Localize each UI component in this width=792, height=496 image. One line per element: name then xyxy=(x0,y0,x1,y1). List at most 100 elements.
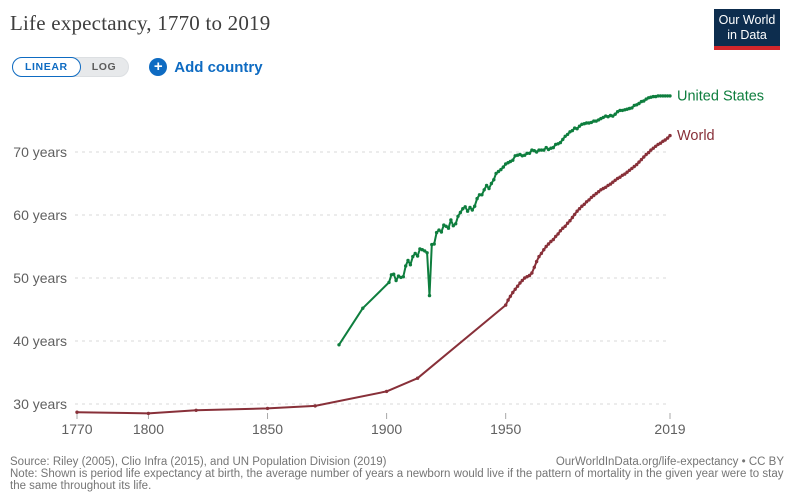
chart-canvas[interactable]: 30 years 40 years 50 years 60 years 70 years… xyxy=(0,85,792,445)
data-point-united-states xyxy=(411,254,415,259)
data-point-united-states xyxy=(584,121,589,125)
data-point-united-states xyxy=(413,251,417,256)
data-point-united-states xyxy=(394,278,398,283)
data-point-world xyxy=(632,164,636,169)
data-point-united-states xyxy=(542,148,546,152)
data-point-world xyxy=(549,239,553,244)
data-point-world xyxy=(639,157,644,162)
data-point-world xyxy=(596,190,601,194)
data-point-world xyxy=(539,251,544,256)
data-point-united-states xyxy=(611,114,615,118)
data-point-united-states xyxy=(570,128,575,133)
data-point-world xyxy=(663,138,667,142)
x-axis-label: 1770 xyxy=(61,421,92,437)
data-point-united-states xyxy=(618,108,622,113)
data-point-united-states xyxy=(539,148,544,152)
data-point-united-states xyxy=(480,193,484,197)
data-point-world xyxy=(625,170,629,174)
data-point-united-states xyxy=(456,214,460,218)
data-point-world xyxy=(608,182,613,186)
data-point-united-states xyxy=(401,275,405,279)
data-point-world xyxy=(582,202,586,206)
data-point-world xyxy=(587,198,591,202)
x-axis-label: 2019 xyxy=(654,421,685,437)
data-point-united-states xyxy=(668,94,672,98)
data-point-united-states xyxy=(534,150,539,154)
logo-line2: in Data xyxy=(727,27,767,42)
data-point-world xyxy=(558,229,563,233)
data-point-united-states xyxy=(496,169,501,174)
data-point-world xyxy=(504,303,508,307)
data-point-united-states xyxy=(663,94,667,98)
data-point-united-states xyxy=(444,224,448,228)
data-point-world xyxy=(537,254,541,259)
data-point-world xyxy=(568,219,572,223)
data-point-united-states xyxy=(565,132,570,137)
data-point-united-states xyxy=(415,254,420,258)
data-point-world xyxy=(556,232,560,236)
x-axis-label: 1900 xyxy=(371,421,402,437)
data-point-united-states xyxy=(361,306,365,310)
series-label-united-states[interactable]: United States xyxy=(677,88,764,104)
data-point-united-states xyxy=(523,153,527,157)
y-axis-label: 30 years xyxy=(13,396,67,412)
owid-logo[interactable]: Our World in Data xyxy=(714,9,780,50)
data-point-united-states xyxy=(637,101,641,106)
data-point-united-states xyxy=(665,94,670,98)
log-scale-button[interactable]: LOG xyxy=(80,58,129,76)
data-point-united-states xyxy=(487,186,491,191)
data-point-world xyxy=(565,221,570,225)
data-point-united-states xyxy=(425,251,429,255)
data-point-world xyxy=(520,278,524,283)
add-country-button[interactable]: + Add country xyxy=(149,58,263,76)
data-point-world xyxy=(532,265,536,269)
data-point-united-states xyxy=(392,272,396,276)
data-point-world xyxy=(75,410,79,414)
data-point-united-states xyxy=(465,209,470,213)
data-point-united-states xyxy=(404,264,408,268)
data-point-united-states xyxy=(473,204,477,208)
series-label-world[interactable]: World xyxy=(677,128,715,144)
plus-circle-icon: + xyxy=(149,58,168,76)
data-point-united-states xyxy=(489,181,494,186)
data-point-world xyxy=(415,376,420,380)
data-point-united-states xyxy=(434,230,439,235)
data-point-united-states xyxy=(439,230,444,234)
data-point-united-states xyxy=(527,151,532,155)
data-point-united-states xyxy=(563,134,567,138)
data-point-world xyxy=(623,172,627,176)
y-axis-label: 40 years xyxy=(13,333,67,349)
data-point-world xyxy=(563,224,567,228)
data-point-world xyxy=(627,168,632,172)
data-point-world xyxy=(534,259,539,264)
data-point-united-states xyxy=(544,145,548,150)
data-point-world xyxy=(649,148,653,152)
data-point-united-states xyxy=(432,242,436,246)
data-point-united-states xyxy=(463,205,467,209)
data-point-world xyxy=(530,271,534,275)
data-point-united-states xyxy=(427,293,432,298)
data-point-united-states xyxy=(468,205,472,210)
data-point-united-states xyxy=(577,124,582,128)
data-point-united-states xyxy=(492,178,496,182)
data-point-world xyxy=(630,166,634,171)
data-point-united-states xyxy=(651,94,655,99)
data-point-world xyxy=(508,294,513,298)
data-point-world xyxy=(384,389,389,394)
data-point-world xyxy=(577,207,582,211)
data-point-world xyxy=(194,408,198,412)
data-point-world xyxy=(544,244,548,249)
data-point-united-states xyxy=(575,127,579,131)
footer-license-link[interactable]: OurWorldInData.org/life-expectancy • CC … xyxy=(555,456,784,468)
linear-scale-button[interactable]: LINEAR xyxy=(12,57,81,77)
data-point-united-states xyxy=(501,165,505,169)
data-point-united-states xyxy=(423,249,427,253)
data-point-united-states xyxy=(449,218,453,222)
data-point-united-states xyxy=(613,112,617,116)
x-axis-label: 1850 xyxy=(252,421,283,437)
data-point-united-states xyxy=(658,94,663,98)
data-point-world xyxy=(644,152,648,157)
data-point-united-states xyxy=(408,263,413,267)
page-title: Life expectancy, 1770 to 2019 xyxy=(10,11,271,35)
